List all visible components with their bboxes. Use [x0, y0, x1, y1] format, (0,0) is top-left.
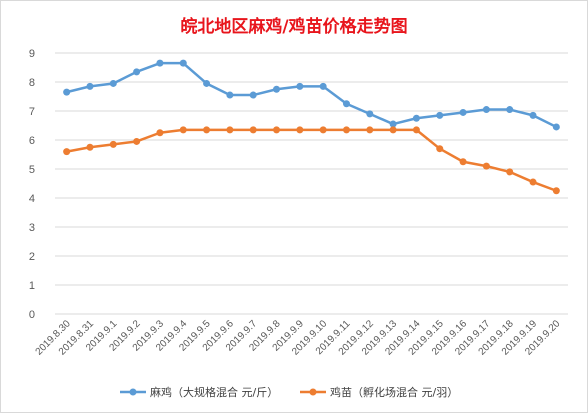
data-point: [296, 82, 304, 90]
chart-title: 皖北地区麻鸡/鸡苗价格走势图: [180, 16, 407, 37]
y-tick-label: 2: [29, 251, 35, 263]
data-point: [156, 129, 164, 137]
data-point: [226, 126, 234, 134]
data-point: [412, 114, 420, 122]
series-1: [63, 59, 560, 131]
data-point: [63, 88, 71, 96]
data-point: [179, 126, 187, 134]
y-tick-label: 1: [29, 280, 35, 292]
y-tick-label: 9: [29, 48, 35, 60]
data-point: [552, 187, 560, 195]
series-line: [66, 128, 557, 192]
data-point: [389, 120, 397, 128]
data-point: [179, 59, 187, 67]
series-group: [63, 59, 560, 195]
data-point: [412, 126, 420, 134]
data-point: [319, 126, 327, 134]
data-point: [436, 145, 444, 153]
data-point: [482, 106, 490, 114]
data-point: [459, 108, 467, 116]
data-point: [109, 140, 117, 148]
data-point: [249, 91, 257, 99]
data-point: [296, 126, 304, 134]
legend: 麻鸡（大规格混合 元/斤） 鸡苗（孵化场混合 元/羽）: [120, 385, 458, 399]
data-point: [436, 111, 444, 119]
legend-item: 鸡苗（孵化场混合 元/羽）: [300, 385, 458, 399]
data-point: [86, 143, 94, 151]
y-tick-label: 8: [29, 77, 35, 89]
data-point: [342, 126, 350, 134]
data-point: [319, 82, 327, 90]
data-point: [529, 111, 537, 119]
data-point: [226, 91, 234, 99]
y-tick-label: 6: [29, 135, 35, 147]
y-tick-label: 3: [29, 222, 35, 234]
legend-item: 麻鸡（大规格混合 元/斤）: [120, 385, 278, 399]
data-point: [552, 123, 560, 131]
data-point: [63, 148, 71, 156]
data-point: [482, 162, 490, 170]
y-tick-label: 0: [29, 309, 35, 321]
legend-marker: [309, 388, 317, 396]
data-point: [133, 137, 141, 145]
data-point: [203, 126, 211, 134]
gridlines: [55, 52, 568, 315]
series-2: [63, 126, 560, 195]
data-point: [86, 82, 94, 90]
y-axis-ticks: 0 1 2 3 4 5 6 7 8 9: [29, 48, 35, 321]
data-point: [529, 178, 537, 186]
data-point: [389, 126, 397, 134]
y-tick-label: 5: [29, 164, 35, 176]
data-point: [109, 79, 117, 87]
data-point: [273, 85, 281, 93]
data-point: [459, 158, 467, 166]
data-point: [366, 110, 374, 118]
series-line: [66, 61, 557, 129]
data-point: [273, 126, 281, 134]
data-point: [506, 168, 514, 176]
legend-marker: [129, 388, 137, 396]
data-point: [249, 126, 257, 134]
y-tick-label: 7: [29, 106, 35, 118]
data-point: [133, 68, 141, 76]
data-point: [156, 59, 164, 67]
legend-label: 鸡苗（孵化场混合 元/羽）: [330, 385, 458, 399]
data-point: [506, 106, 514, 114]
legend-label: 麻鸡（大规格混合 元/斤）: [150, 385, 278, 399]
y-tick-label: 4: [29, 193, 35, 205]
data-point: [342, 100, 350, 108]
data-point: [203, 79, 211, 87]
data-point: [366, 126, 374, 134]
